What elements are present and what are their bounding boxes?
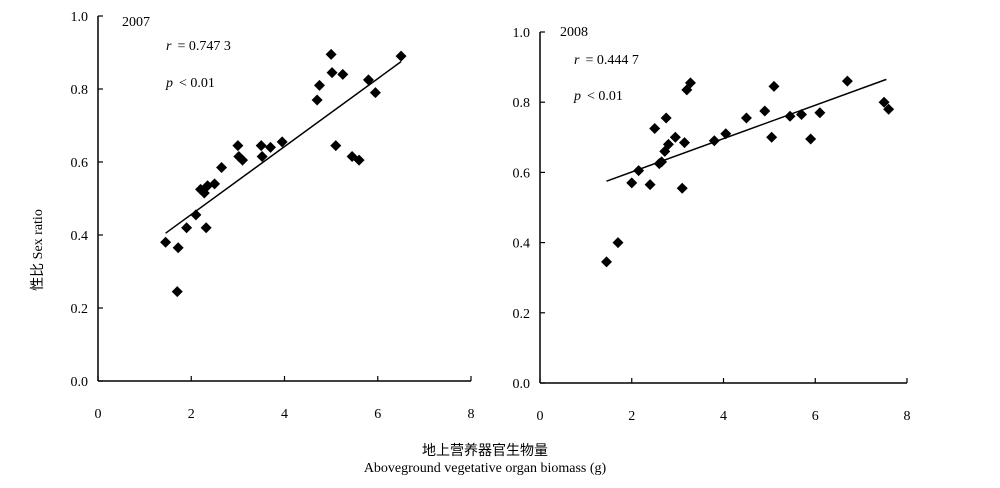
p-value: < 0.01 <box>587 89 623 104</box>
data-point <box>369 87 381 99</box>
panel-label: 2007 <box>122 15 150 30</box>
data-point <box>160 236 172 248</box>
data-point <box>883 103 895 115</box>
data-point <box>330 140 342 152</box>
data-point <box>662 138 674 150</box>
data-point <box>171 286 183 298</box>
x-tick-label: 2 <box>188 407 195 422</box>
x-tick-label: 2 <box>628 409 635 424</box>
data-point <box>216 161 228 173</box>
data-point <box>684 77 696 89</box>
data-point <box>649 123 661 135</box>
r-symbol: r <box>574 53 580 68</box>
x-tick-label: 8 <box>468 407 475 422</box>
y-axis-label-wrap: 性比 Sex ratio <box>22 150 62 350</box>
x-axis-label-cn: 地上营养器官生物量 <box>422 444 548 459</box>
data-point <box>265 141 277 153</box>
data-point <box>395 50 407 62</box>
p-value: < 0.01 <box>179 76 215 91</box>
data-point <box>644 179 656 191</box>
r-symbol: r <box>166 39 172 54</box>
trendline <box>606 78 887 182</box>
x-tick-label: 6 <box>374 407 381 422</box>
x-tick-label: 6 <box>812 409 819 424</box>
data-point <box>200 222 212 234</box>
y-tick-label: 0.6 <box>513 166 531 181</box>
data-point <box>814 107 826 119</box>
y-tick-label: 0.4 <box>513 237 531 252</box>
data-point <box>325 48 337 60</box>
y-tick-label: 1.0 <box>71 10 89 25</box>
data-point <box>805 133 817 145</box>
r-annotation: r = 0.747 3 <box>166 39 231 54</box>
x-axis-label-en: Aboveground vegetative organ biomass (g) <box>363 461 607 476</box>
data-point <box>669 131 681 143</box>
data-point <box>313 79 325 91</box>
p-symbol: p <box>165 76 173 91</box>
y-tick-label: 0.2 <box>71 302 89 317</box>
data-point <box>232 140 244 152</box>
y-tick-label: 0.2 <box>513 307 531 322</box>
data-point <box>601 256 613 268</box>
x-tick-label: 4 <box>281 407 288 422</box>
panel-2008: 0.0 0.2 0.4 0.6 0.8 1.0 0 2 4 6 8 2008 r = 0.444 7 p < … <box>513 25 911 424</box>
x-tick-label: 0 <box>95 407 102 422</box>
data-point <box>633 165 645 177</box>
data-point <box>255 140 267 152</box>
y-tick-label: 0.0 <box>71 375 89 390</box>
data-point <box>256 151 268 163</box>
y-tick-label: 0.0 <box>513 377 531 392</box>
x-tick-label: 4 <box>720 409 727 424</box>
data-point <box>209 178 221 190</box>
p-annotation: p < 0.01 <box>165 76 215 91</box>
data-point <box>766 131 778 143</box>
y-tick-label: 0.6 <box>71 156 89 171</box>
r-value: = 0.747 3 <box>177 39 230 54</box>
data-point <box>676 182 688 194</box>
data-point <box>679 137 691 149</box>
y-axis-label-svg: 性比 Sex ratio <box>30 209 46 291</box>
y-tick-label: 0.8 <box>513 96 531 111</box>
data-point <box>612 237 624 249</box>
y-tick-label: 1.0 <box>513 26 531 41</box>
data-point <box>795 108 807 120</box>
data-point <box>841 75 853 87</box>
p-annotation: p < 0.01 <box>573 89 623 104</box>
data-point <box>759 105 771 117</box>
data-point <box>353 154 365 166</box>
trendline <box>165 61 402 234</box>
data-point <box>878 96 890 108</box>
data-point <box>720 128 732 140</box>
r-annotation: r = 0.444 7 <box>574 53 639 68</box>
data-point <box>276 136 288 148</box>
data-point <box>362 74 374 86</box>
panel-label: 2008 <box>560 25 588 40</box>
data-point <box>337 68 349 80</box>
panel-2007: 0.0 0.2 0.4 0.6 0.8 1.0 0 2 4 6 8 2007 r = 0.747 3 p < … <box>71 10 475 422</box>
x-tick-label: 0 <box>537 409 544 424</box>
data-point <box>740 112 752 124</box>
data-point <box>190 209 202 221</box>
data-point <box>626 177 638 189</box>
y-tick-label: 0.4 <box>71 229 89 244</box>
data-point <box>311 94 323 106</box>
data-point <box>660 112 672 124</box>
data-point <box>326 67 338 79</box>
data-point <box>172 242 184 254</box>
data-point <box>708 135 720 147</box>
p-symbol: p <box>573 89 581 104</box>
y-axis-label: 性比 Sex ratio <box>30 209 46 291</box>
data-point <box>656 156 668 168</box>
data-point <box>784 110 796 122</box>
r-value: = 0.444 7 <box>585 53 638 68</box>
data-point <box>768 80 780 92</box>
data-point <box>237 154 249 166</box>
y-tick-label: 0.8 <box>71 83 89 98</box>
data-point <box>181 222 193 234</box>
x-tick-label: 8 <box>904 409 911 424</box>
